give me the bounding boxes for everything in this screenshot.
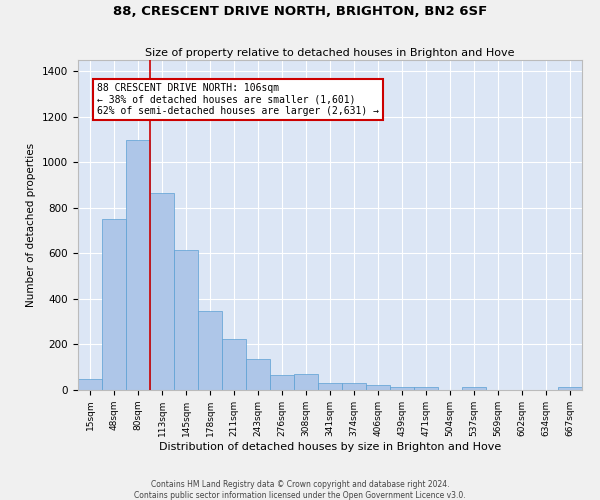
Bar <box>270 375 294 390</box>
Text: 88 CRESCENT DRIVE NORTH: 106sqm
← 38% of detached houses are smaller (1,601)
62%: 88 CRESCENT DRIVE NORTH: 106sqm ← 38% of… <box>97 83 379 116</box>
Bar <box>390 386 414 390</box>
Bar <box>222 339 246 390</box>
Bar <box>198 312 222 390</box>
Bar <box>78 378 102 390</box>
Bar <box>414 386 438 390</box>
X-axis label: Distribution of detached houses by size in Brighton and Hove: Distribution of detached houses by size … <box>159 442 501 452</box>
Bar <box>462 388 486 390</box>
Bar <box>102 220 126 390</box>
Bar <box>150 193 174 390</box>
Bar <box>294 374 318 390</box>
Bar <box>246 360 270 390</box>
Bar <box>558 388 582 390</box>
Title: Size of property relative to detached houses in Brighton and Hove: Size of property relative to detached ho… <box>145 48 515 58</box>
Bar <box>318 383 342 390</box>
Text: Contains HM Land Registry data © Crown copyright and database right 2024.
Contai: Contains HM Land Registry data © Crown c… <box>134 480 466 500</box>
Bar <box>126 140 150 390</box>
Bar <box>366 385 390 390</box>
Bar <box>174 250 198 390</box>
Bar <box>342 383 366 390</box>
Y-axis label: Number of detached properties: Number of detached properties <box>26 143 37 307</box>
Text: 88, CRESCENT DRIVE NORTH, BRIGHTON, BN2 6SF: 88, CRESCENT DRIVE NORTH, BRIGHTON, BN2 … <box>113 5 487 18</box>
